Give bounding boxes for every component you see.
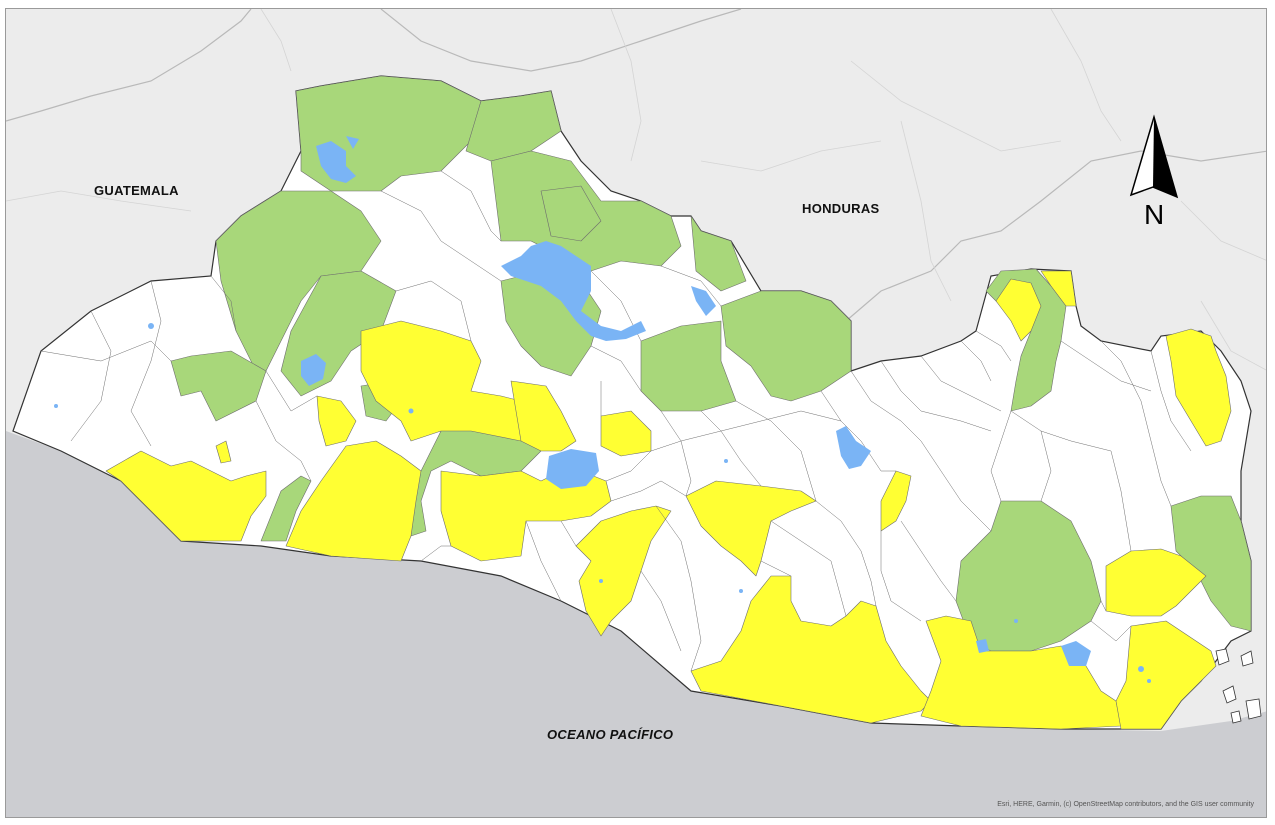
municipality-boundaries [40,170,1192,672]
label-honduras: HONDURAS [802,201,880,216]
map-frame: GUATEMALA HONDURAS OCEANO PACÍFICO N Esr… [5,8,1267,818]
water-bodies [54,136,1151,683]
lake-coatepeque [301,354,326,386]
north-arrow-icon [1129,114,1179,199]
islands [1215,648,1262,724]
attribution-text: Esri, HERE, Garmin, (c) OpenStreetMap co… [997,801,1254,808]
yellow-municipalities [105,270,1232,730]
neighbor-borders [6,9,1266,371]
lake-olomega [1061,641,1091,666]
label-ocean: OCEANO PACÍFICO [547,727,674,742]
ocean-area [6,431,1266,817]
reservoir-cerron-grande [501,241,646,341]
reservoir-15-septiembre [836,426,871,469]
north-letter: N [1144,199,1165,230]
map-canvas [6,9,1266,817]
label-guatemala: GUATEMALA [94,183,179,198]
lake-guija [316,141,356,183]
lake-ilopango [546,449,599,489]
